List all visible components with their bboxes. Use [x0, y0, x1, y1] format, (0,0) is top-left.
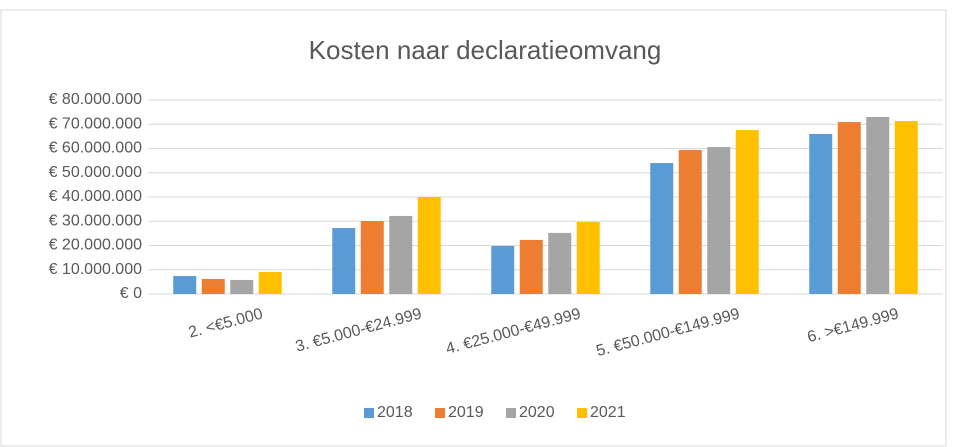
- y-tick-label: € 70.000.000: [49, 115, 143, 132]
- bar: [837, 122, 861, 294]
- y-tick-label: € 30.000.000: [49, 212, 143, 229]
- bar: [173, 276, 197, 294]
- legend-swatch: [577, 408, 587, 418]
- bar: [678, 149, 702, 294]
- y-tick-label: € 0: [120, 285, 142, 302]
- y-tick-label: € 40.000.000: [49, 188, 143, 205]
- bar: [360, 221, 384, 294]
- bar: [417, 197, 441, 294]
- bar: [491, 245, 515, 294]
- y-tick-label: € 50.000.000: [49, 164, 143, 181]
- bar: [201, 278, 225, 294]
- legend-label: 2018: [377, 404, 413, 421]
- legend-label: 2021: [590, 404, 626, 421]
- y-tick-label: € 20.000.000: [49, 237, 143, 254]
- legend-swatch: [506, 408, 516, 418]
- y-tick-label: € 60.000.000: [49, 140, 143, 157]
- bar: [894, 121, 918, 294]
- y-tick-label: € 80.000.000: [49, 91, 143, 108]
- legend-label: 2020: [519, 404, 555, 421]
- bar: [258, 271, 282, 294]
- bar: [230, 279, 254, 294]
- bar: [548, 232, 572, 294]
- bar: [389, 215, 413, 294]
- bar: [866, 116, 890, 294]
- bar: [576, 221, 600, 294]
- bar: [650, 163, 674, 294]
- bar: [519, 239, 543, 294]
- y-tick-label: € 10.000.000: [49, 261, 143, 278]
- bar: [735, 130, 759, 294]
- legend-label: 2019: [448, 404, 484, 421]
- legend-swatch: [435, 408, 445, 418]
- chart-title: Kosten naar declaratieomvang: [309, 35, 662, 65]
- bar: [809, 133, 833, 294]
- bar: [332, 228, 356, 294]
- legend-swatch: [364, 408, 374, 418]
- bar: [707, 147, 731, 294]
- chart-frame: [0, 9, 947, 447]
